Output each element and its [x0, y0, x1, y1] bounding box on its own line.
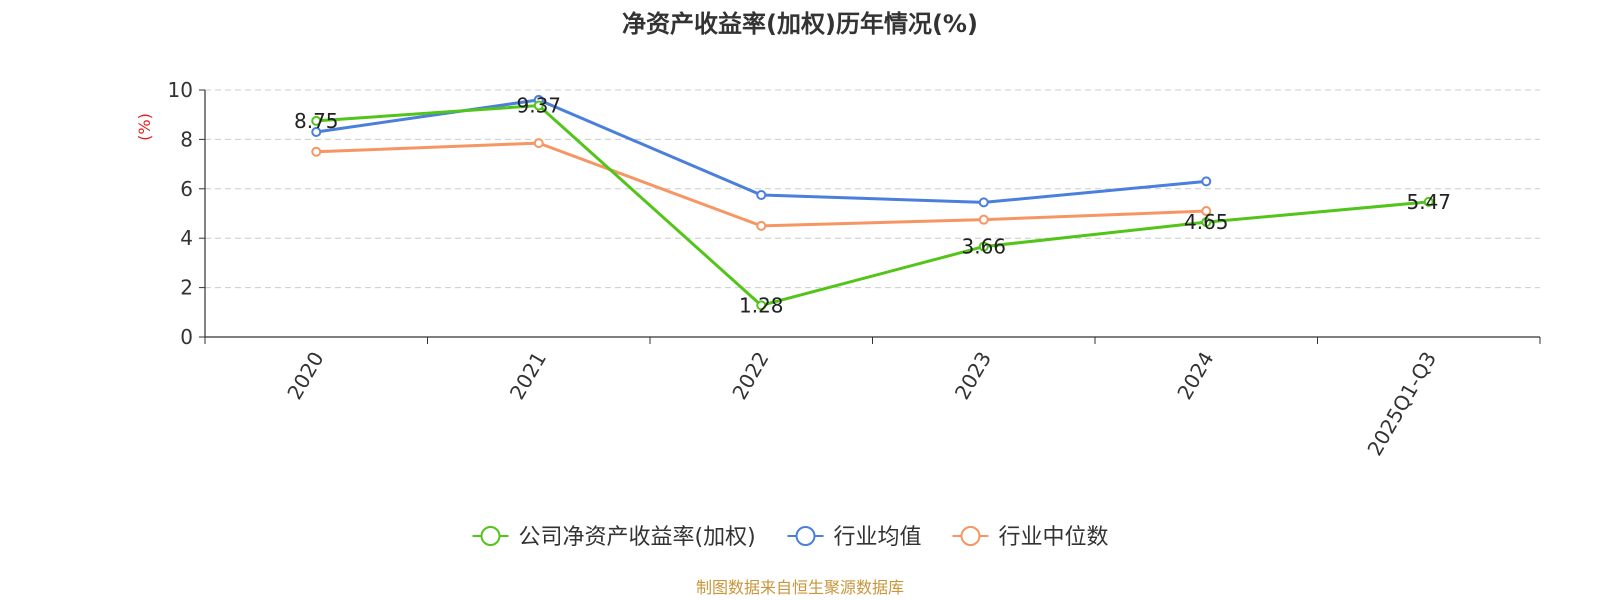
data-point	[757, 191, 765, 199]
legend-item-2[interactable]: 行业中位数	[953, 525, 1109, 550]
x-tick-label: 2020	[282, 348, 328, 404]
data-label: 3.66	[961, 235, 1006, 259]
y-tick-label: 0	[180, 325, 193, 349]
data-label: 1.28	[739, 293, 784, 317]
data-point	[1202, 177, 1210, 185]
data-point	[980, 198, 988, 206]
data-label-layer: 8.75 9.37 1.28 3.66 4.65 5.47	[294, 94, 1451, 318]
chart-title: 净资产收益率(加权)历年情况(%)	[622, 10, 978, 38]
chart: 净资产收益率(加权)历年情况(%) (%) 0 2 4 6 8 10 2020 2021 202…	[0, 0, 1600, 600]
legend-item-1[interactable]: 行业均值	[788, 525, 922, 550]
data-point	[535, 139, 543, 147]
x-tick-label: 2023	[950, 348, 996, 404]
data-label: 5.47	[1406, 190, 1451, 214]
y-tick-label: 10	[168, 78, 193, 102]
legend-label: 行业均值	[834, 525, 922, 550]
legend: 公司净资产收益率(加权) 行业均值 行业中位数	[473, 525, 1109, 550]
series-line-1	[316, 100, 1206, 203]
legend-label: 公司净资产收益率(加权)	[519, 525, 756, 550]
y-axis-unit-label: (%)	[135, 113, 154, 141]
x-tick-label: 2021	[505, 348, 551, 404]
data-point	[757, 222, 765, 230]
x-tick-label: 2024	[1172, 348, 1218, 404]
legend-item-0[interactable]: 公司净资产收益率(加权)	[473, 525, 756, 550]
data-point	[980, 216, 988, 224]
legend-swatch-marker	[962, 527, 980, 545]
series-layer	[312, 96, 1433, 310]
series-line-0	[316, 106, 1429, 306]
x-tick-label: 2025Q1-Q3	[1362, 348, 1441, 460]
source-note: 制图数据来自恒生聚源数据库	[696, 578, 904, 597]
y-tick-label: 6	[180, 177, 193, 201]
data-label: 8.75	[294, 109, 339, 133]
data-label: 9.37	[516, 94, 561, 118]
data-point	[312, 148, 320, 156]
y-tick-label: 2	[180, 276, 193, 300]
y-tick-label: 4	[180, 226, 193, 250]
y-tick-label: 8	[180, 127, 193, 151]
legend-label: 行业中位数	[999, 525, 1109, 550]
axis-layer: 0 2 4 6 8 10 2020 2021 2022 2023 2024 2025Q1-Q3	[168, 78, 1540, 460]
legend-swatch-marker	[482, 527, 500, 545]
legend-swatch-marker	[797, 527, 815, 545]
data-label: 4.65	[1184, 210, 1229, 234]
series-line-2	[316, 143, 1206, 226]
x-tick-label: 2022	[727, 348, 773, 404]
